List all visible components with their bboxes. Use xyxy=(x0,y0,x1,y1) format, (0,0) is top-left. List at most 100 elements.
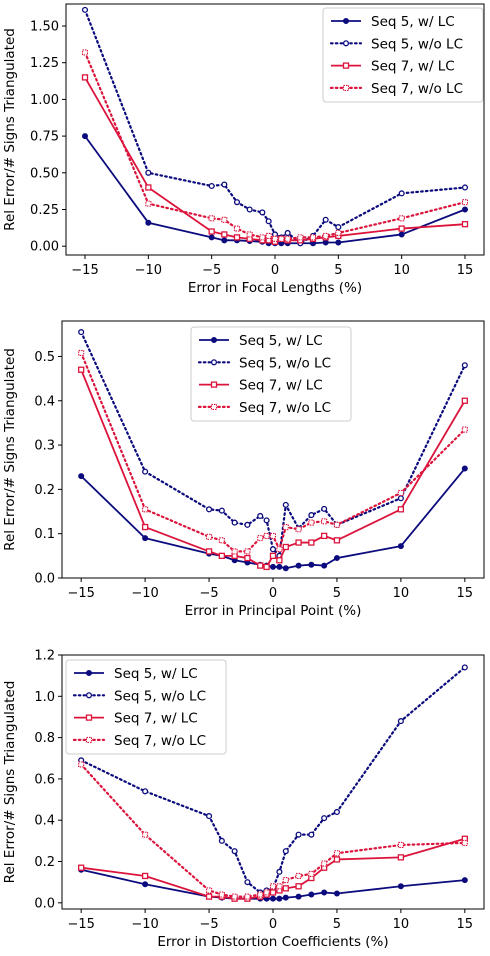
legend: Seq 5, w/ LC Seq 5, w/o LC Seq 7, w/ LC Seq… xyxy=(190,326,352,422)
data-point xyxy=(397,854,405,861)
legend-entry: Seq 5, w/o LC xyxy=(72,688,206,704)
data-point xyxy=(276,895,283,902)
data-point xyxy=(276,563,283,570)
data-point xyxy=(145,200,152,207)
x-tick-label: −5 xyxy=(199,917,218,932)
data-point xyxy=(308,519,315,526)
data-point xyxy=(276,546,283,553)
legend-box xyxy=(65,659,227,755)
data-point xyxy=(342,62,350,69)
data-point xyxy=(322,216,329,223)
legend-label: Seq 5, w/ LC xyxy=(114,666,198,682)
legend-label: Seq 7, w/o LC xyxy=(239,400,331,416)
data-point xyxy=(282,501,289,508)
data-point xyxy=(321,518,328,525)
data-point xyxy=(244,554,251,562)
data-point xyxy=(231,848,238,855)
data-point xyxy=(308,831,315,838)
data-point xyxy=(461,839,468,846)
y-tick-label: 0.0 xyxy=(34,572,55,587)
y-tick-label: 0.4 xyxy=(34,394,55,409)
data-point xyxy=(142,788,149,795)
x-tick-label: 0 xyxy=(271,263,279,278)
y-tick-label: 0.2 xyxy=(34,483,55,498)
data-point xyxy=(269,563,276,570)
data-point xyxy=(208,215,215,222)
legend-entry: Seq 7, w/ LC xyxy=(199,378,323,394)
x-tick-label: −10 xyxy=(131,586,158,601)
data-point xyxy=(398,231,405,238)
data-point xyxy=(218,552,225,559)
x-tick-label: 5 xyxy=(334,263,342,278)
data-point xyxy=(321,815,328,822)
y-tick-label: 0.75 xyxy=(30,130,59,145)
data-point xyxy=(78,349,85,356)
x-tick-label: 10 xyxy=(393,586,410,601)
data-point xyxy=(297,234,304,241)
data-point xyxy=(206,813,213,820)
data-point xyxy=(141,872,149,880)
data-point xyxy=(145,219,152,226)
data-point xyxy=(461,465,468,472)
data-point xyxy=(231,548,238,555)
data-point xyxy=(246,206,253,213)
data-point xyxy=(269,883,277,890)
data-point xyxy=(233,225,241,232)
data-point xyxy=(244,521,251,528)
legend-label: Seq 5, w/o LC xyxy=(114,688,206,704)
data-point xyxy=(284,235,291,242)
data-point xyxy=(282,848,289,855)
data-point xyxy=(335,229,342,237)
data-point xyxy=(461,664,468,671)
data-point xyxy=(295,883,302,890)
data-point xyxy=(141,523,149,531)
legend-label: Seq 7, w/ LC xyxy=(114,711,198,727)
y-tick-label: 0.2 xyxy=(34,855,55,870)
data-point xyxy=(218,891,225,898)
data-point xyxy=(78,761,85,768)
data-point xyxy=(78,473,85,480)
x-axis-label: Error in Principal Point (%) xyxy=(185,603,362,619)
data-point xyxy=(308,561,315,568)
legend: Seq 5, w/ LC Seq 5, w/o LC Seq 7, w/ LC Seq… xyxy=(322,7,484,103)
data-point xyxy=(333,850,340,857)
data-point xyxy=(210,336,217,343)
data-point xyxy=(82,133,89,140)
data-point xyxy=(206,887,213,894)
x-tick-label: 10 xyxy=(393,263,410,278)
x-axis-label: Error in Distortion Coefficients (%) xyxy=(157,934,388,950)
data-point xyxy=(335,224,342,231)
data-point xyxy=(221,216,228,223)
y-tick-label: 0.5 xyxy=(34,350,55,365)
data-point xyxy=(78,366,85,373)
data-point xyxy=(205,893,213,900)
series-3 xyxy=(78,366,468,571)
data-point xyxy=(309,234,317,241)
x-tick-label: 15 xyxy=(457,917,474,932)
data-point xyxy=(397,489,404,496)
y-tick-label: 0.3 xyxy=(34,439,55,454)
data-point xyxy=(308,891,315,898)
data-point xyxy=(142,468,149,475)
x-tick-label: 10 xyxy=(393,917,410,932)
data-point xyxy=(269,552,277,559)
data-point xyxy=(295,872,302,880)
data-point xyxy=(276,883,283,890)
data-point xyxy=(342,40,350,47)
y-tick-label: 0.6 xyxy=(34,772,55,787)
legend-entry: Seq 5, w/ LC xyxy=(199,333,323,349)
y-tick-label: 0.8 xyxy=(34,731,55,746)
data-point xyxy=(259,209,266,216)
data-point xyxy=(142,506,149,513)
data-point xyxy=(397,495,404,502)
data-point xyxy=(397,883,404,890)
data-point xyxy=(397,506,405,513)
data-point xyxy=(85,692,93,699)
data-point xyxy=(218,837,225,844)
series-4 xyxy=(78,761,468,900)
y-tick-label: 0.4 xyxy=(34,814,55,829)
data-point xyxy=(142,881,149,888)
data-point xyxy=(259,234,266,241)
data-point xyxy=(78,329,85,336)
